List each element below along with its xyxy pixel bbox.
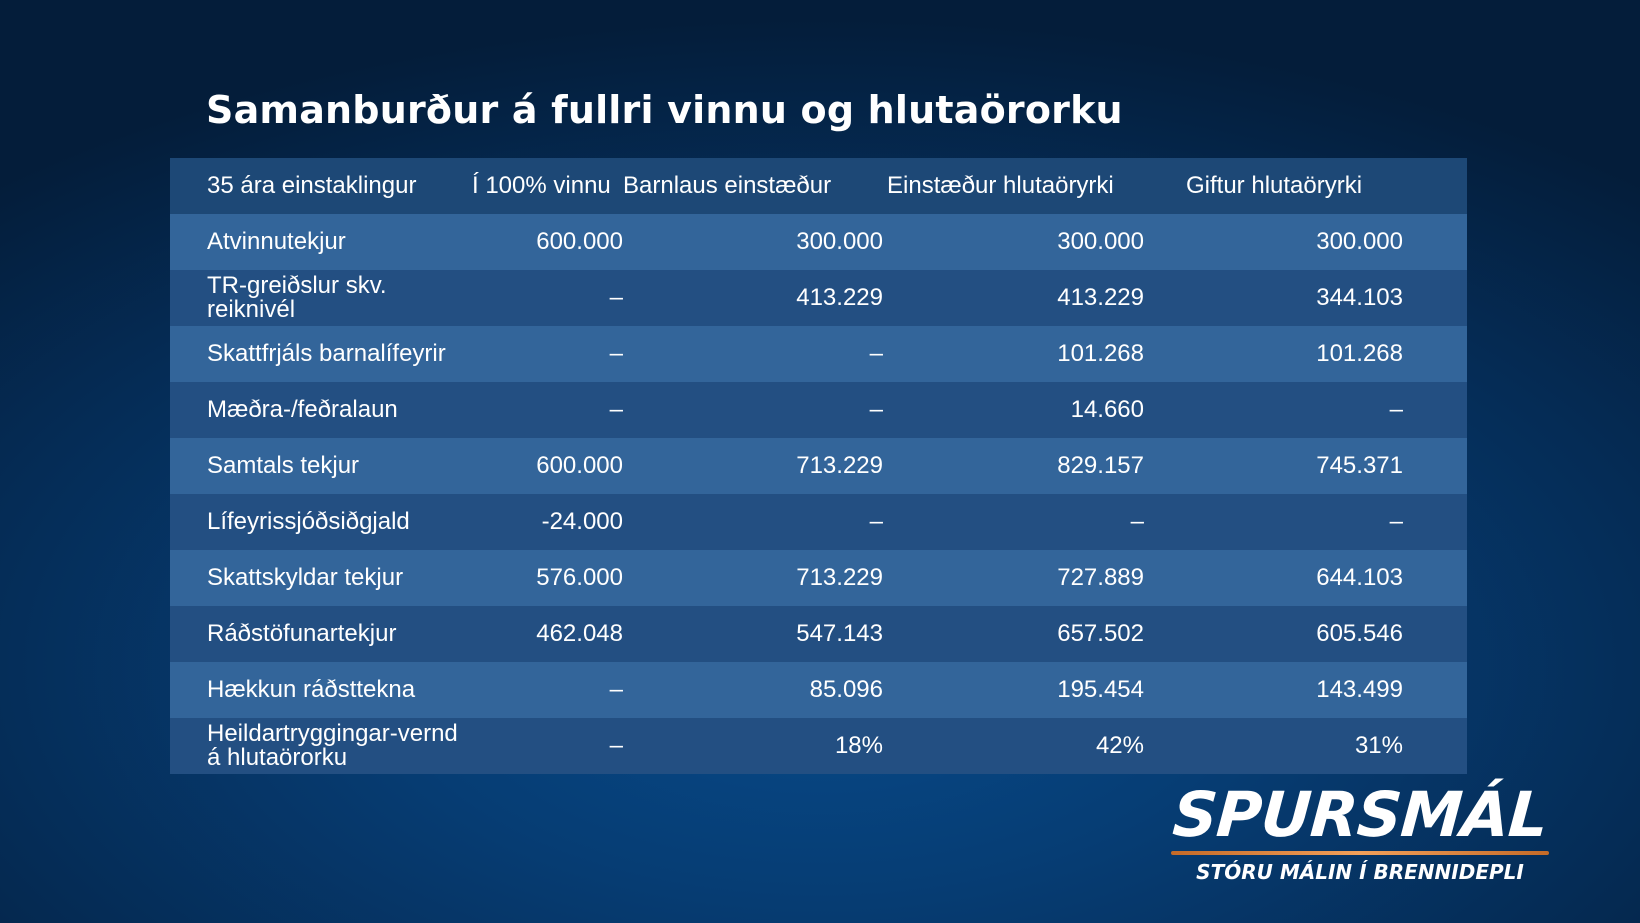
table-row: Hækkun ráðsttekna – 85.096 195.454 143.499 [170, 662, 1467, 718]
table-cell: 101.268 [1316, 340, 1403, 367]
table-cell: 300.000 [1057, 228, 1144, 255]
table-cell: – [1389, 396, 1403, 423]
column-header: 35 ára einstaklingur [207, 172, 417, 199]
table-cell: 745.371 [1316, 452, 1403, 479]
table-row: Lífeyrissjóðsiðgjald -24.000 – – – [170, 494, 1467, 550]
row-label: Heildartryggingar-vernd á hlutaörorku [207, 720, 458, 771]
row-label: Ráðstöfunartekjur [207, 620, 397, 647]
table-row: Mæðra-/feðralaun – – 14.660 – [170, 382, 1467, 438]
table-cell: – [609, 340, 623, 367]
brand-tagline: STÓRU MÁLIN Í BRENNIDEPLI [1196, 860, 1524, 884]
brand-logo: SPURSMÁL STÓRU MÁLIN Í BRENNIDEPLI [1160, 778, 1560, 884]
table-cell: 300.000 [1316, 228, 1403, 255]
table-cell: – [1130, 508, 1144, 535]
table-cell: 727.889 [1057, 564, 1144, 591]
table-cell: – [609, 284, 623, 311]
row-label: Mæðra-/feðralaun [207, 396, 398, 423]
column-header: Giftur hlutaöryrki [1186, 172, 1363, 199]
table-row: Samtals tekjur 600.000 713.229 829.157 745.3… [170, 438, 1467, 494]
table-cell: 713.229 [796, 564, 883, 591]
column-header: Barnlaus einstæður [623, 172, 832, 199]
table-cell: – [609, 732, 623, 759]
row-label: Atvinnutekjur [207, 228, 346, 255]
table-cell: 713.229 [796, 452, 883, 479]
column-header: Einstæður hlutaöryrki [887, 172, 1114, 199]
table-cell: 600.000 [536, 452, 623, 479]
table-cell: 657.502 [1057, 620, 1144, 647]
table-cell: 829.157 [1057, 452, 1144, 479]
table-row: Heildartryggingar-vernd á hlutaörorku – 18… [170, 718, 1467, 774]
comparison-table: 35 ára einstaklingur Í 100% vinnu Barnla… [170, 158, 1467, 774]
table-cell: – [609, 396, 623, 423]
table-cell: 101.268 [1057, 340, 1144, 367]
table-cell: – [1389, 508, 1403, 535]
brand-name: SPURSMÁL [1170, 778, 1550, 851]
table-cell: 547.143 [796, 620, 883, 647]
table-cell: 300.000 [796, 228, 883, 255]
table-cell: 344.103 [1316, 284, 1403, 311]
table-cell: – [869, 340, 883, 367]
row-label: Samtals tekjur [207, 452, 360, 479]
table-cell: 413.229 [796, 284, 883, 311]
table-body: Atvinnutekjur 600.000 300.000 300.000 300.00… [170, 214, 1467, 774]
table-cell: 14.660 [1070, 396, 1144, 423]
table-row: Skattskyldar tekjur 576.000 713.229 727.889… [170, 550, 1467, 606]
table-cell: 85.096 [809, 676, 883, 703]
table-cell: 576.000 [536, 564, 623, 591]
table-cell: 644.103 [1316, 564, 1403, 591]
row-label: TR-greiðslur skv. reiknivél [207, 272, 387, 323]
table-cell: 18% [834, 732, 883, 759]
table-header-row: 35 ára einstaklingur Í 100% vinnu Barnla… [170, 158, 1467, 214]
table-cell: 462.048 [536, 620, 623, 647]
table-cell: – [869, 508, 883, 535]
table-cell: – [869, 396, 883, 423]
table-row: Skattfrjáls barnalífeyrir – – 101.268 101.26… [170, 326, 1467, 382]
table-cell: – [609, 676, 623, 703]
table-row: Atvinnutekjur 600.000 300.000 300.000 300.00… [170, 214, 1467, 270]
row-label: Hækkun ráðsttekna [207, 676, 416, 703]
table-row: TR-greiðslur skv. reiknivél – 413.229 413.2… [170, 270, 1467, 326]
brand-underline [1171, 851, 1549, 855]
table-cell: 600.000 [536, 228, 623, 255]
table-row: Ráðstöfunartekjur 462.048 547.143 657.502 60… [170, 606, 1467, 662]
table-cell: 143.499 [1316, 676, 1403, 703]
row-label: Skattfrjáls barnalífeyrir [207, 340, 446, 367]
table-cell: 195.454 [1057, 676, 1144, 703]
row-label: Skattskyldar tekjur [207, 564, 404, 591]
table-cell: 42% [1095, 732, 1144, 759]
column-header: Í 100% vinnu [472, 172, 611, 199]
table-cell: 413.229 [1057, 284, 1144, 311]
table-cell: -24.000 [541, 508, 623, 535]
table-cell: 605.546 [1316, 620, 1403, 647]
table-cell: 31% [1354, 732, 1403, 759]
page-title: Samanburður á fullri vinnu og hlutaörork… [206, 88, 1123, 132]
row-label: Lífeyrissjóðsiðgjald [207, 508, 410, 535]
